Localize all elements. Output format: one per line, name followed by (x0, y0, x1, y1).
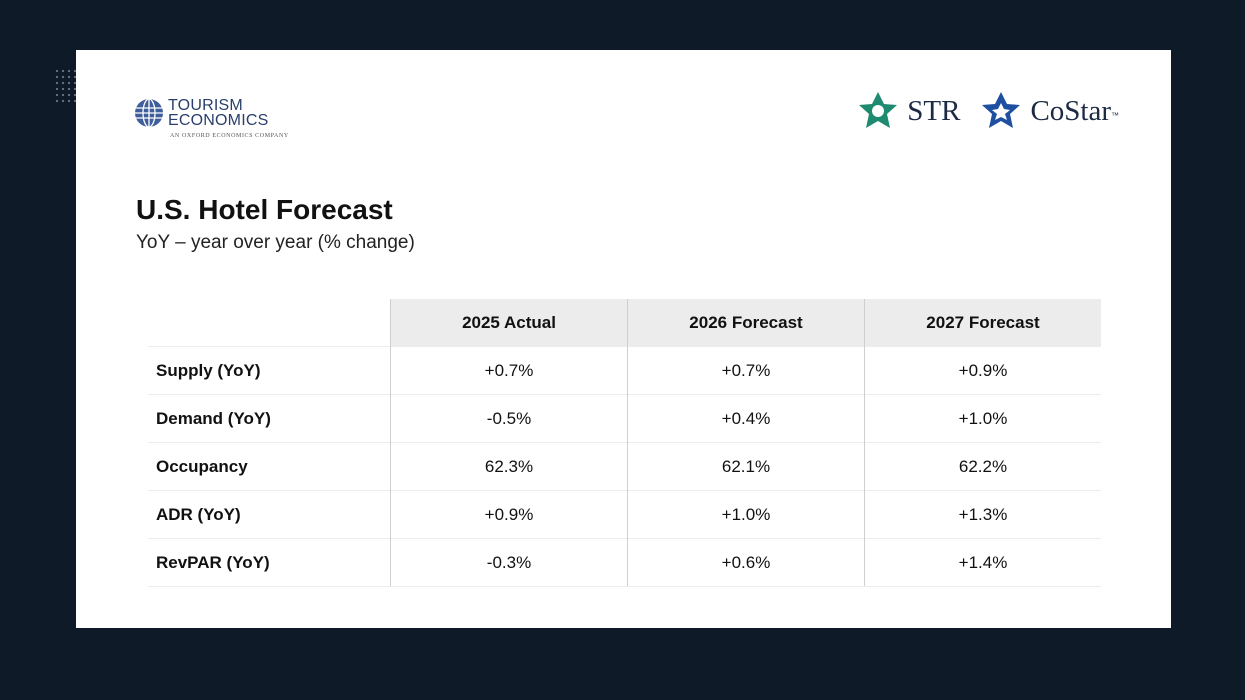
header-cell (148, 299, 391, 347)
value-cell: +0.7% (627, 346, 865, 395)
row-label: Supply (YoY) (148, 346, 391, 395)
str-icon (859, 92, 898, 128)
column-header: 2027 Forecast (864, 299, 1101, 347)
forecast-table: 2025 Actual 2026 Forecast 2027 Forecast Su… (148, 299, 1101, 587)
costar-icon (982, 92, 1021, 128)
value-cell: +1.4% (864, 538, 1101, 587)
column-header: 2025 Actual (390, 299, 628, 347)
value-cell: 62.1% (627, 442, 865, 491)
row-label: RevPAR (YoY) (148, 538, 391, 587)
title: U.S. Hotel Forecast (136, 194, 393, 225)
header-row: 2025 Actual 2026 Forecast 2027 Forecast (148, 299, 1101, 347)
table-row: Demand (YoY) -0.5% +0.4% +1.0% (148, 394, 1101, 443)
row-label: Demand (YoY) (148, 394, 391, 443)
table-row: ADR (YoY) +0.9% +1.0% +1.3% (148, 490, 1101, 539)
table-row: Occupancy 62.3% 62.1% 62.2% (148, 442, 1101, 491)
value-cell: +1.0% (864, 394, 1101, 443)
logo-text: TOURISM (168, 97, 243, 114)
globe-icon (135, 98, 163, 128)
table-body: Supply (YoY) +0.7% +0.7% +0.9% Demand (YoY) -… (148, 346, 1101, 587)
value-cell: +1.3% (864, 490, 1101, 539)
value-cell: +0.4% (627, 394, 865, 443)
subtitle: YoY – year over year (% change) (136, 232, 415, 253)
value-cell: -0.5% (390, 394, 628, 443)
logo-tagline: AN OXFORD ECONOMICS COMPANY (170, 133, 289, 139)
logo-text: ECONOMICS (168, 112, 269, 129)
costar-logo-text: CoStar (1030, 94, 1111, 127)
value-cell: +0.6% (627, 538, 865, 587)
value-cell: 62.3% (390, 442, 628, 491)
table-row: RevPAR (YoY) -0.3% +0.6% +1.4% (148, 538, 1101, 587)
row-label: Occupancy (148, 442, 391, 491)
trademark: ™ (1111, 110, 1119, 120)
value-cell: +1.0% (627, 490, 865, 539)
value-cell: -0.3% (390, 538, 628, 587)
str-logo-text: STR (907, 94, 961, 127)
value-cell: 62.2% (864, 442, 1101, 491)
table-row: Supply (YoY) +0.7% +0.7% +0.9% (148, 346, 1101, 395)
slide-card: TOURISM ECONOMICS AN OXFORD ECONOMICS CO… (76, 50, 1171, 628)
column-header: 2026 Forecast (627, 299, 865, 347)
value-cell: +0.9% (864, 346, 1101, 395)
value-cell: +0.9% (390, 490, 628, 539)
partner-logos: STR CoStar ™ (857, 90, 1119, 132)
row-label: ADR (YoY) (148, 490, 391, 539)
value-cell: +0.7% (390, 346, 628, 395)
